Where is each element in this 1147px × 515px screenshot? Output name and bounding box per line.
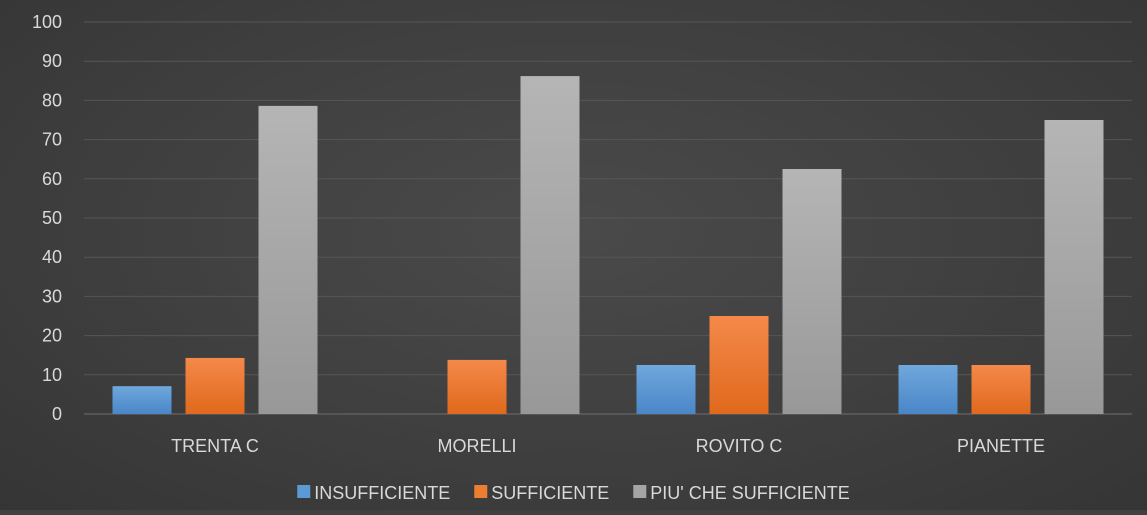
y-tick-label: 100 [32, 12, 62, 32]
bar-sufficiente-rovito-c [709, 316, 769, 414]
y-axis-ticks: 0 10 20 30 40 50 60 70 80 90 100 [32, 12, 62, 424]
y-tick-label: 20 [42, 326, 62, 346]
y-tick-label: 60 [42, 169, 62, 189]
legend-swatch [474, 485, 488, 498]
legend-label: SUFFICIENTE [491, 483, 609, 503]
bar-piu-che-sufficiente-morelli [520, 76, 580, 414]
legend-item: SUFFICIENTE [474, 483, 609, 503]
legend-swatch [633, 485, 647, 498]
legend: INSUFFICIENTE SUFFICIENTE PIU' CHE SUFFICI… [297, 483, 850, 503]
bar-insufficiente-trenta-c [112, 386, 172, 414]
x-category-label: PIANETTE [957, 436, 1045, 456]
legend-swatch [297, 485, 311, 498]
y-tick-label: 10 [42, 365, 62, 385]
y-tick-label: 0 [52, 404, 62, 424]
bar-piu-che-sufficiente-trenta-c [258, 105, 318, 414]
bars [112, 76, 1104, 414]
y-tick-label: 30 [42, 286, 62, 306]
bar-piu-che-sufficiente-pianette [1044, 120, 1104, 414]
bar-sufficiente-pianette [971, 365, 1031, 414]
legend-label: INSUFFICIENTE [314, 483, 450, 503]
bar-insufficiente-pianette [898, 365, 958, 414]
bar-insufficiente-rovito-c [636, 365, 696, 414]
legend-item: PIU' CHE SUFFICIENTE [633, 483, 850, 503]
y-tick-label: 50 [42, 208, 62, 228]
y-tick-label: 80 [42, 90, 62, 110]
bar-piu-che-sufficiente-rovito-c [782, 169, 842, 414]
x-category-label: MORELLI [437, 436, 516, 456]
x-axis-categories: TRENTA C MORELLI ROVITO C PIANETTE [171, 436, 1045, 456]
legend-label: PIU' CHE SUFFICIENTE [650, 483, 849, 503]
bar-sufficiente-trenta-c [185, 357, 245, 414]
legend-item: INSUFFICIENTE [297, 483, 450, 503]
y-tick-label: 70 [42, 130, 62, 150]
x-category-label: TRENTA C [171, 436, 259, 456]
bar-sufficiente-morelli [447, 359, 507, 414]
y-tick-label: 90 [42, 51, 62, 71]
gridlines [84, 21, 1132, 415]
y-tick-label: 40 [42, 247, 62, 267]
x-category-label: ROVITO C [696, 436, 783, 456]
